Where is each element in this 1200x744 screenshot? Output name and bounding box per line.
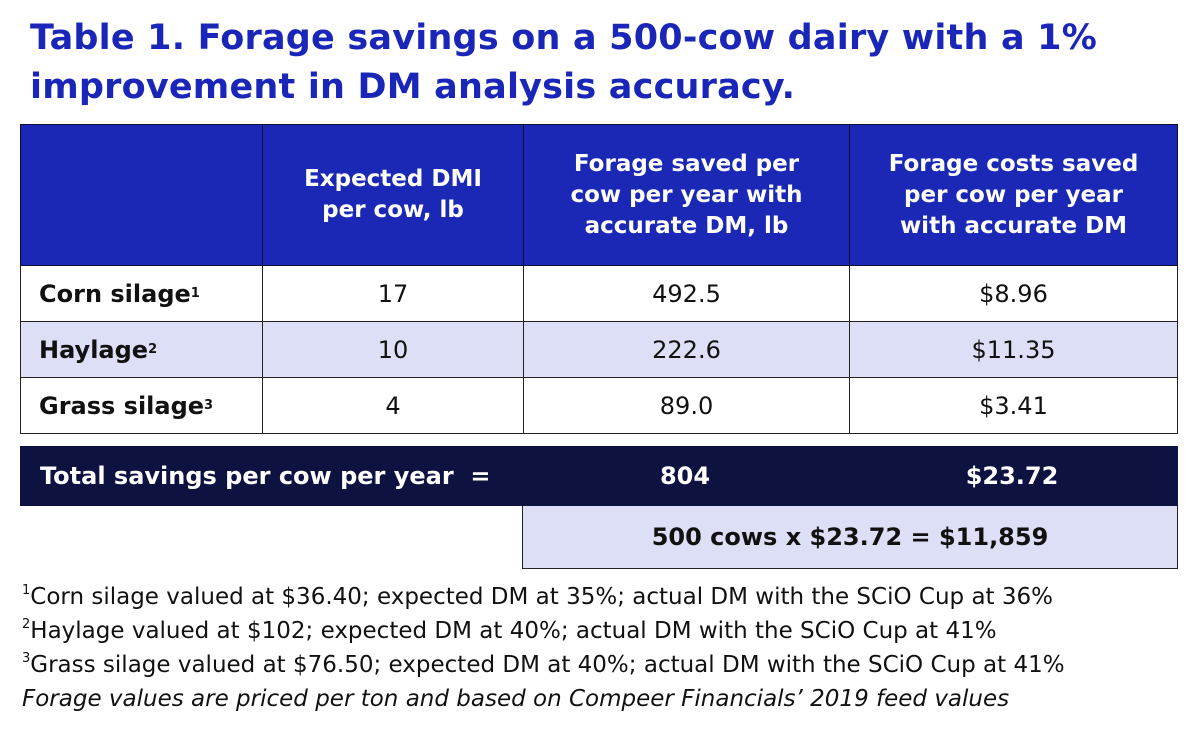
cell-expected-dmi: 17	[262, 266, 523, 321]
source-note: Forage values are priced per ton and bas…	[22, 686, 1010, 712]
footnote-text: Corn silage valued at $36.40; expected D…	[30, 584, 1053, 610]
row-label-text: Corn silage	[39, 279, 191, 308]
cell-expected-dmi: 4	[262, 378, 523, 433]
table-row: Grass silage 3 4 89.0 $3.41	[20, 378, 1178, 434]
footnote-marker: 2	[22, 617, 31, 632]
table-title: Table 1. Forage savings on a 500-cow dai…	[30, 18, 1097, 107]
cell-forage-costs-saved: $11.35	[849, 322, 1177, 377]
footnotes: 1Corn silage valued at $36.40; expected …	[22, 580, 1192, 716]
cell-forage-saved-lb: 89.0	[523, 378, 849, 433]
total-row: Total savings per cow per year = 804 $23…	[20, 446, 1178, 506]
row-label-text: Haylage	[39, 335, 149, 364]
row-label: Grass silage 3	[39, 391, 214, 420]
footnote-marker: 3	[22, 651, 31, 666]
header-forage-saved-lb: Forage saved per cow per year with accur…	[523, 125, 849, 265]
footnote-text: Haylage valued at $102; expected DM at 4…	[30, 618, 997, 644]
cell-forage-costs-saved: $3.41	[849, 378, 1177, 433]
row-label-text: Grass silage	[39, 391, 205, 420]
total-forage-saved-lb: 804	[659, 462, 711, 490]
header-empty-cell	[21, 125, 262, 265]
footnote-marker: 1	[22, 583, 31, 598]
header-expected-dmi: Expected DMI per cow, lb	[262, 125, 523, 265]
row-label: Corn silage 1	[39, 279, 200, 308]
cell-forage-saved-lb: 492.5	[523, 266, 849, 321]
cell-expected-dmi: 10	[262, 322, 523, 377]
total-forage-costs-saved: $23.72	[965, 462, 1059, 490]
header-forage-costs-saved: Forage costs saved per cow per year with…	[849, 125, 1177, 265]
footnote-3: 3Grass silage valued at $76.50; expected…	[22, 648, 1192, 682]
total-label: Total savings per cow per year =	[40, 462, 491, 490]
table-row: Haylage 2 10 222.6 $11.35	[20, 322, 1178, 378]
forage-savings-table: Expected DMI per cow, lb Forage saved pe…	[20, 124, 1178, 570]
table-header-row: Expected DMI per cow, lb Forage saved pe…	[20, 124, 1178, 266]
cell-forage-costs-saved: $8.96	[849, 266, 1177, 321]
footnote-2: 2Haylage valued at $102; expected DM at …	[22, 614, 1192, 648]
row-label: Haylage 2	[39, 335, 158, 364]
footnote-1: 1Corn silage valued at $36.40; expected …	[22, 580, 1192, 614]
herd-savings-calculation: 500 cows x $23.72 = $11,859	[522, 506, 1178, 569]
table-row: Corn silage 1 17 492.5 $8.96	[20, 266, 1178, 322]
cell-forage-saved-lb: 222.6	[523, 322, 849, 377]
footnote-text: Grass silage valued at $76.50; expected …	[30, 652, 1065, 678]
